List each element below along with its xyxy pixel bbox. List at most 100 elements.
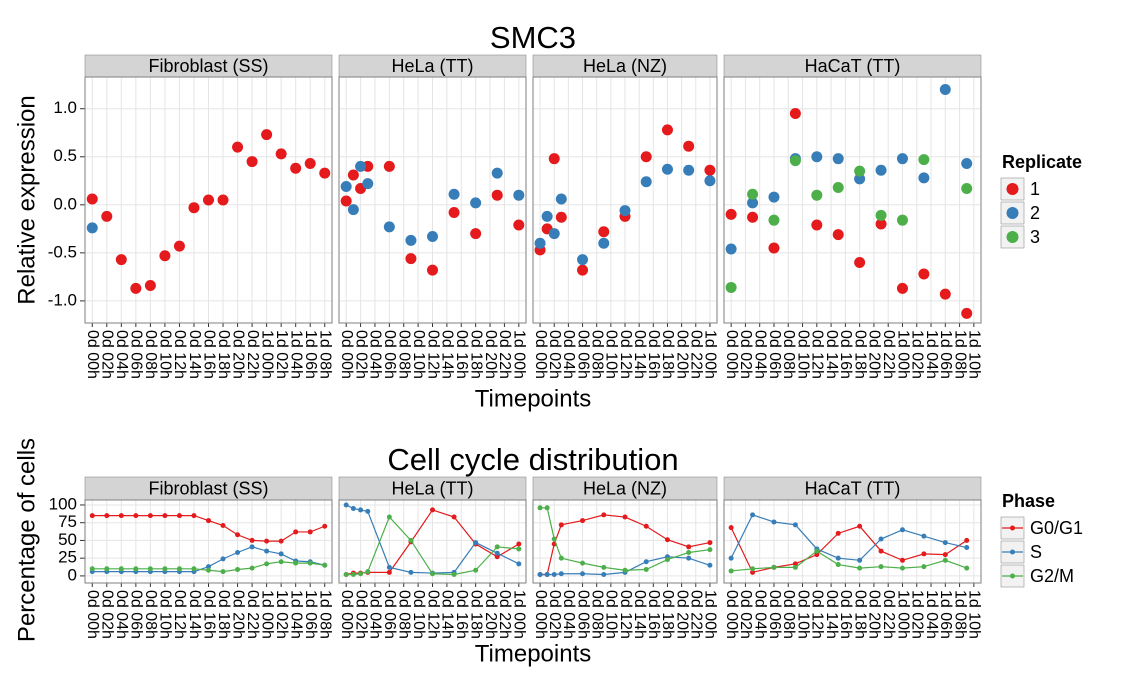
x-tick-label: 0d 22h [244, 330, 261, 379]
facet-title: HeLa (NZ) [583, 478, 667, 498]
x-tick-label: 0d 10h [157, 330, 174, 379]
data-point [358, 571, 364, 577]
x-tick-label: 0d 14h [631, 330, 648, 379]
data-point [768, 214, 780, 226]
data-point [347, 169, 359, 181]
data-point [964, 565, 970, 571]
x-tick-label: 0d 04h [560, 590, 577, 639]
x-tick-label: 0d 06h [381, 330, 398, 379]
data-point [857, 523, 863, 529]
x-tick-label: 0d 22h [880, 330, 897, 379]
data-point [118, 513, 124, 519]
data-point [792, 522, 798, 528]
y-axis-title: Percentage of cells [13, 438, 40, 642]
data-point [365, 569, 371, 575]
x-tick-label: 0d 20h [482, 590, 499, 639]
data-point [220, 523, 226, 529]
x-axis-title: Timepoints [475, 385, 591, 412]
data-point [580, 560, 586, 566]
data-point [664, 537, 670, 543]
data-point [191, 566, 197, 572]
legend-label: 3 [1030, 227, 1040, 247]
data-point [725, 243, 737, 255]
data-point [622, 567, 628, 573]
x-tick-label: 1d 04h [287, 330, 304, 379]
data-point [104, 566, 110, 572]
x-tick-label: 0d 06h [128, 330, 145, 379]
data-point [964, 545, 970, 551]
data-point [683, 140, 695, 152]
data-point [386, 569, 392, 575]
panel-border [723, 76, 982, 324]
data-point [176, 566, 182, 572]
data-point [747, 197, 759, 209]
data-point [206, 518, 211, 524]
data-point [264, 548, 270, 554]
data-point [964, 537, 970, 543]
data-point [115, 254, 127, 266]
x-tick-label: 0d 08h [588, 590, 605, 639]
data-point [176, 513, 182, 519]
panel-border [532, 499, 718, 584]
data-point [857, 565, 863, 571]
data-point [768, 242, 780, 254]
data-point [577, 264, 589, 276]
x-tick-label: 0d 04h [113, 330, 130, 379]
x-tick-label: 1d 00h [511, 330, 528, 379]
x-tick-label: 0d 04h [560, 330, 577, 379]
x-tick-label: 0d 18h [467, 330, 484, 379]
x-tick-label: 0d 12h [809, 330, 826, 379]
data-point [162, 566, 168, 572]
data-point [217, 194, 229, 206]
data-point [899, 557, 905, 563]
data-point [832, 153, 844, 165]
panel-border [338, 76, 527, 324]
data-point [643, 523, 649, 529]
x-tick-label: 0d 10h [157, 590, 174, 639]
y-tick-label: 0.0 [53, 194, 77, 213]
data-point [322, 523, 328, 529]
x-axis-title: Timepoints [475, 640, 591, 667]
x-tick-label: 0d 08h [395, 330, 412, 379]
data-point [386, 564, 392, 570]
data-point [405, 253, 417, 265]
x-tick-label: 0d 10h [410, 590, 427, 639]
y-tick-label: -1.0 [48, 290, 77, 309]
data-point [347, 204, 359, 216]
data-point [473, 540, 479, 546]
data-point [942, 540, 948, 546]
data-point [451, 571, 457, 577]
x-tick-label: 1d 00h [258, 330, 275, 379]
data-point [771, 564, 777, 570]
x-tick-label: 1d 06h [937, 330, 954, 379]
data-point [104, 513, 110, 519]
data-point [448, 206, 460, 218]
legend-marker [1006, 207, 1019, 219]
data-point [832, 229, 844, 241]
x-tick-label: 0d 00h [84, 330, 101, 379]
data-point [430, 507, 435, 513]
x-tick-label: 0d 02h [737, 330, 754, 379]
data-point [789, 108, 801, 120]
data-point [173, 240, 185, 252]
data-point [494, 544, 500, 550]
data-point [322, 562, 328, 568]
data-point [811, 189, 823, 201]
data-point [939, 288, 951, 300]
data-point [275, 148, 287, 160]
data-point [235, 567, 241, 573]
data-point [220, 569, 226, 575]
x-tick-label: 0d 16h [645, 330, 662, 379]
x-tick-label: 0d 22h [244, 590, 261, 639]
data-point [541, 210, 553, 222]
data-point [307, 529, 313, 535]
data-point [686, 555, 692, 561]
data-point [814, 548, 820, 554]
data-point [278, 538, 284, 544]
x-tick-label: 0d 14h [439, 590, 456, 639]
data-point [516, 561, 522, 567]
data-point [544, 571, 550, 577]
x-tick-label: 1d 00h [894, 590, 911, 639]
x-tick-label: 0d 00h [723, 330, 740, 379]
x-tick-label: 0d 14h [823, 590, 840, 639]
